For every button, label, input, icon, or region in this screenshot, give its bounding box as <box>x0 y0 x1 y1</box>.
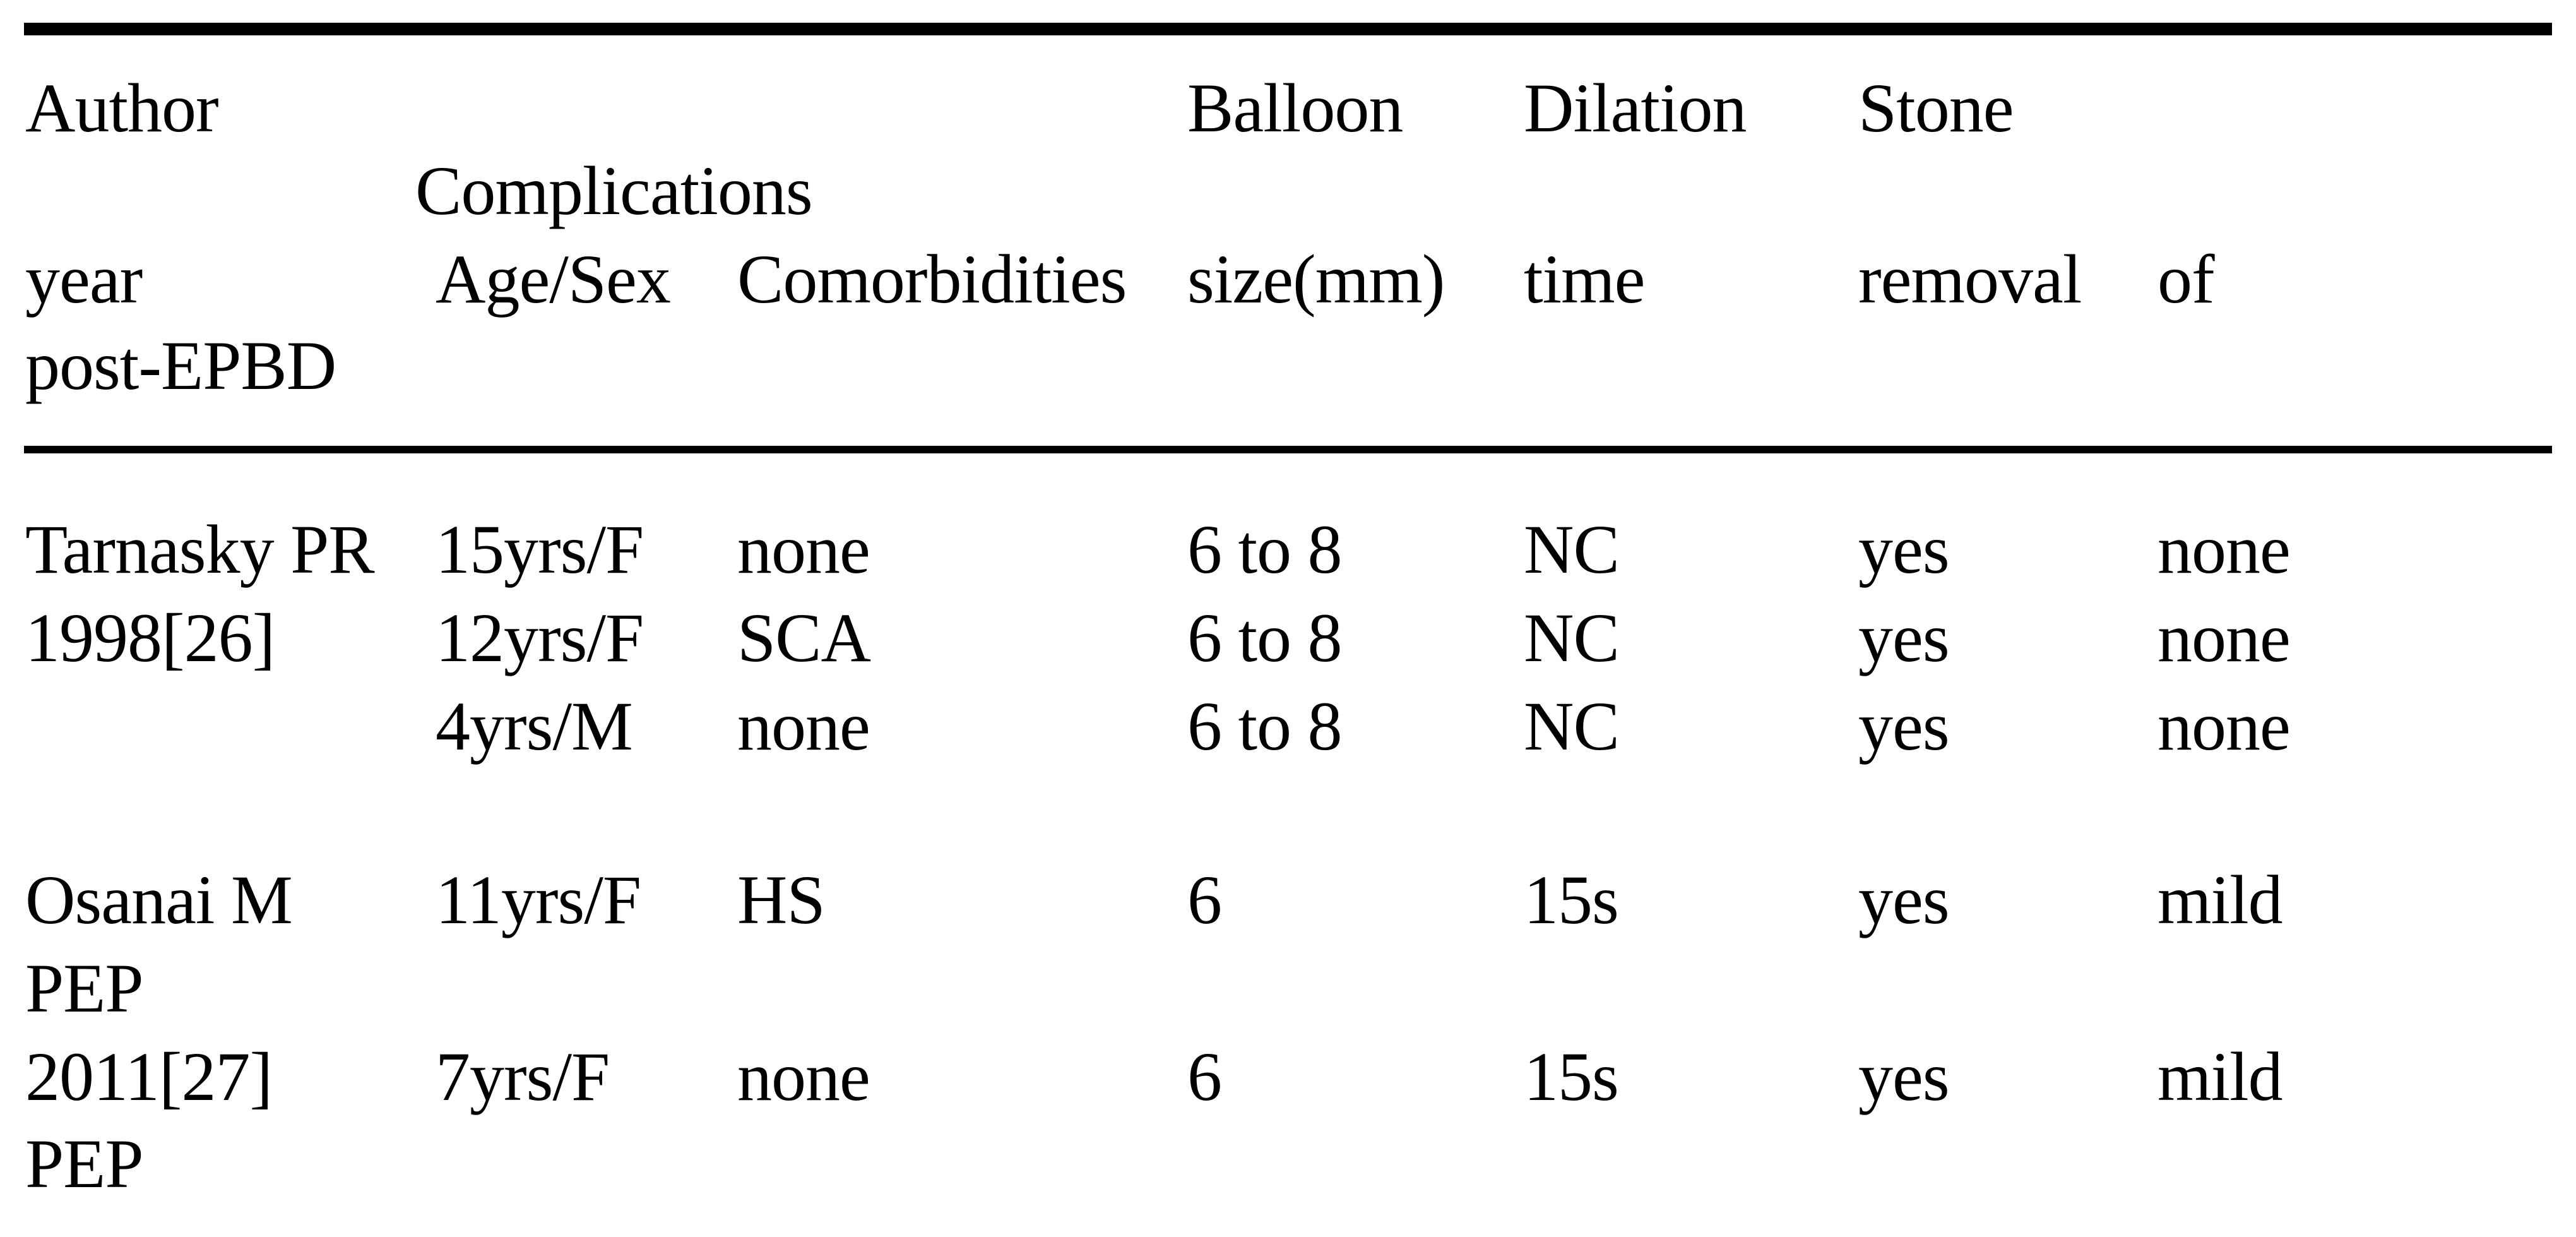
header-removal: removal <box>1858 241 2082 318</box>
header-balloon: Balloon <box>1187 69 1403 146</box>
cell-balloon-size: 6 to 8 <box>1187 599 1343 676</box>
cell-author: PEP <box>25 1125 144 1202</box>
cell-age-sex: 4yrs/M <box>436 688 633 765</box>
cell-author: Osanai M <box>25 861 293 938</box>
cell-author: 1998[26] <box>25 599 275 676</box>
header-dilation: Dilation <box>1524 69 1747 146</box>
cell-complications: none <box>2158 599 2291 676</box>
header-comorbidities: Comorbidities <box>737 241 1127 318</box>
cell-comorbidities: none <box>737 1038 870 1115</box>
header-complications: Complications <box>415 152 813 229</box>
header-year: year <box>25 241 143 318</box>
cell-comorbidities: none <box>737 511 870 588</box>
cell-dilation-time: NC <box>1524 511 1620 588</box>
cell-age-sex: 11yrs/F <box>436 861 641 938</box>
cell-balloon-size: 6 to 8 <box>1187 511 1343 588</box>
header-age-sex: Age/Sex <box>436 241 671 318</box>
cell-author: Tarnasky PR <box>25 511 375 588</box>
cell-author: PEP <box>25 950 144 1027</box>
cell-stone-removal: yes <box>1858 861 1950 938</box>
cell-dilation-time: 15s <box>1524 1038 1619 1115</box>
cell-stone-removal: yes <box>1858 688 1950 765</box>
cell-complications: mild <box>2158 1038 2283 1115</box>
header-size-mm: size(mm) <box>1187 241 1445 318</box>
header-time: time <box>1524 241 1646 318</box>
cell-comorbidities: HS <box>737 861 826 938</box>
cell-age-sex: 12yrs/F <box>436 599 644 676</box>
cell-complications: none <box>2158 511 2291 588</box>
cell-dilation-time: NC <box>1524 599 1620 676</box>
cell-stone-removal: yes <box>1858 599 1950 676</box>
cell-balloon-size: 6 to 8 <box>1187 688 1343 765</box>
table-header-divider-rule <box>24 446 2552 453</box>
header-author: Author <box>25 69 219 146</box>
cell-dilation-time: 15s <box>1524 861 1619 938</box>
cell-complications: mild <box>2158 861 2283 938</box>
cell-stone-removal: yes <box>1858 511 1950 588</box>
header-stone: Stone <box>1858 69 2014 146</box>
cell-comorbidities: none <box>737 688 870 765</box>
cell-balloon-size: 6 <box>1187 1038 1222 1115</box>
header-post-epbd: post-EPBD <box>25 327 336 404</box>
cell-author: 2011[27] <box>25 1038 273 1115</box>
cell-comorbidities: SCA <box>737 599 871 676</box>
cell-balloon-size: 6 <box>1187 861 1222 938</box>
cell-age-sex: 7yrs/F <box>436 1038 610 1115</box>
cell-stone-removal: yes <box>1858 1038 1950 1115</box>
cell-complications: none <box>2158 688 2291 765</box>
table-top-border-rule <box>24 23 2552 35</box>
header-of: of <box>2158 241 2215 318</box>
cell-age-sex: 15yrs/F <box>436 511 644 588</box>
cell-dilation-time: NC <box>1524 688 1620 765</box>
